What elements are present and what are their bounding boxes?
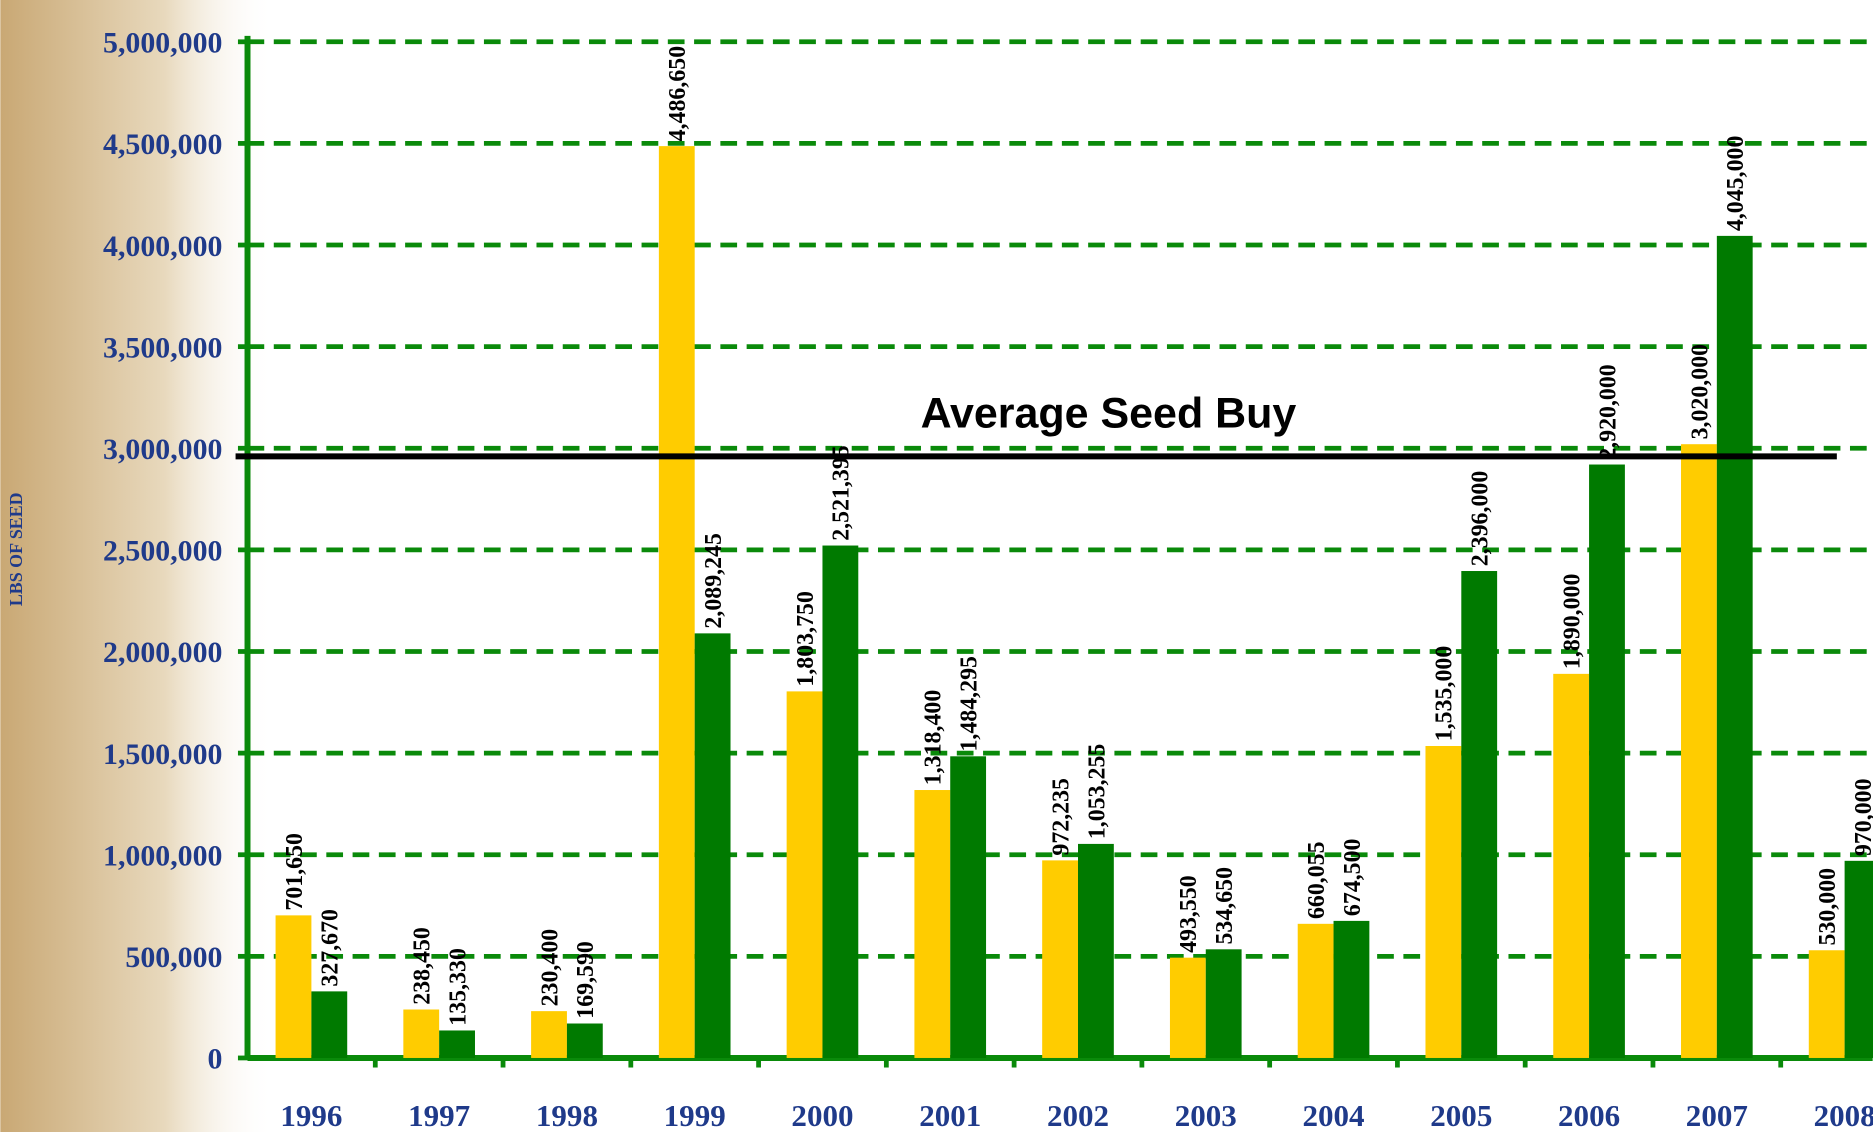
bar — [695, 633, 731, 1058]
data-label: 2,396,000 — [1468, 471, 1494, 567]
x-tick-label: 2004 — [1303, 1098, 1365, 1132]
bar — [531, 1011, 567, 1058]
y-tick-label: 2,000,000 — [103, 636, 222, 669]
data-label: 1,053,255 — [1084, 744, 1110, 840]
bar — [1589, 465, 1625, 1058]
bar — [822, 546, 858, 1058]
data-label: 701,650 — [282, 833, 308, 911]
x-tick-label: 1998 — [536, 1098, 598, 1132]
data-label: 327,670 — [318, 909, 344, 987]
bar — [276, 915, 312, 1058]
data-label: 2,089,245 — [701, 533, 727, 629]
y-tick-label: 3,000,000 — [103, 433, 222, 466]
data-label: 1,484,295 — [957, 656, 983, 752]
x-tick-label: 2005 — [1430, 1098, 1492, 1132]
bar — [1681, 444, 1717, 1058]
bar — [567, 1023, 603, 1057]
y-tick-label: 2,500,000 — [103, 535, 222, 568]
bar — [1042, 860, 1078, 1058]
data-label: 972,235 — [1048, 778, 1074, 856]
bar — [1298, 924, 1334, 1058]
bar — [1717, 236, 1753, 1058]
x-tick-label: 2000 — [791, 1098, 853, 1132]
chart: LBS OF SEED 0 500,000 1,000,000 1,500,000 2,… — [0, 0, 1873, 1132]
bar — [311, 991, 347, 1058]
bar — [1461, 571, 1497, 1058]
x-tick-label: 1999 — [664, 1098, 726, 1132]
bar — [1170, 958, 1206, 1058]
data-label: 1,803,750 — [793, 591, 819, 687]
data-label: 2,920,000 — [1595, 364, 1621, 460]
data-label: 238,450 — [410, 927, 436, 1005]
bar — [1078, 844, 1114, 1058]
data-label: 135,330 — [445, 948, 471, 1026]
data-label: 4,486,650 — [665, 46, 691, 142]
data-label: 1,318,400 — [921, 690, 947, 786]
y-axis-title: LBS OF SEED — [6, 492, 26, 606]
bar — [1553, 674, 1589, 1058]
x-tick-label: 2002 — [1047, 1098, 1109, 1132]
y-tick-label: 0 — [208, 1043, 223, 1076]
x-tick-label: 2001 — [919, 1098, 981, 1132]
y-tick-label: 5,000,000 — [103, 27, 222, 60]
bar — [787, 691, 823, 1058]
bar — [1334, 921, 1370, 1058]
y-tick-label: 500,000 — [125, 941, 222, 974]
data-label: 1,535,000 — [1432, 646, 1458, 742]
data-label: 534,650 — [1212, 867, 1238, 945]
x-tick-label: 1997 — [408, 1098, 470, 1132]
bar — [950, 756, 986, 1058]
x-tick-label: 1996 — [280, 1098, 342, 1132]
y-tick-label: 1,000,000 — [103, 839, 222, 872]
data-label: 970,000 — [1851, 778, 1873, 856]
x-tick-label: 2003 — [1175, 1098, 1237, 1132]
data-label: 493,550 — [1176, 875, 1202, 953]
bar — [1206, 949, 1242, 1058]
x-tick-label: 2008 — [1814, 1098, 1873, 1132]
y-tick-label: 1,500,000 — [103, 738, 222, 771]
bar — [1809, 950, 1845, 1058]
y-tick-label: 4,500,000 — [103, 128, 222, 161]
data-label: 2,521,395 — [829, 445, 855, 541]
bar — [439, 1030, 475, 1058]
data-label: 3,020,000 — [1687, 344, 1713, 440]
data-label: 660,055 — [1304, 841, 1330, 919]
x-tick-label: 2007 — [1686, 1098, 1748, 1132]
data-label: 1,890,000 — [1560, 574, 1586, 670]
data-label: 4,045,000 — [1723, 136, 1749, 232]
data-label: 674,500 — [1340, 838, 1366, 916]
bar — [914, 790, 950, 1058]
bar — [1845, 861, 1873, 1058]
y-tick-label: 3,500,000 — [103, 331, 222, 364]
bar — [659, 146, 695, 1058]
bar — [403, 1010, 439, 1058]
y-tick-label: 4,000,000 — [103, 230, 222, 263]
bar — [1425, 746, 1461, 1058]
data-label: 530,000 — [1815, 868, 1841, 946]
average-label: Average Seed Buy — [921, 390, 1297, 438]
data-label: 169,590 — [573, 941, 599, 1019]
x-tick-label: 2006 — [1558, 1098, 1620, 1132]
data-label: 230,400 — [537, 929, 563, 1007]
